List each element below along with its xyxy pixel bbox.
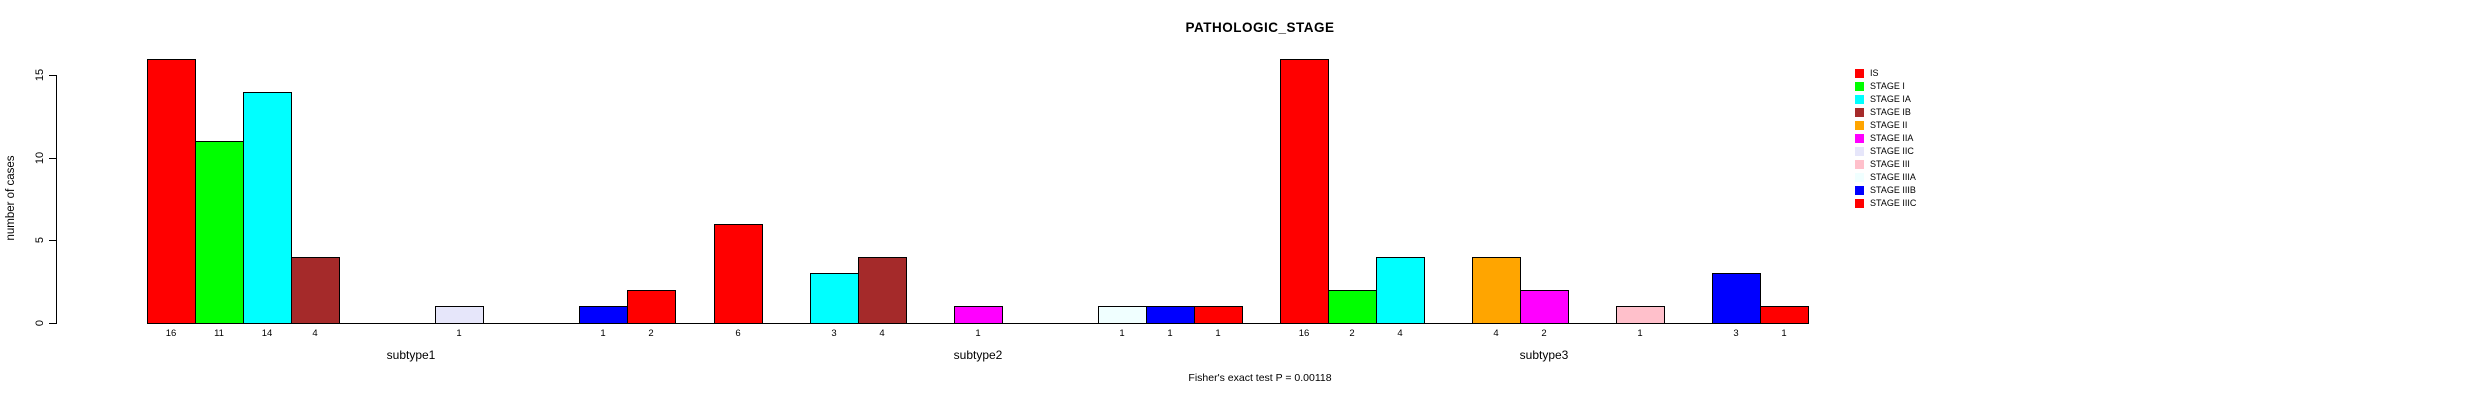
legend-label: STAGE IIIB (1870, 185, 1916, 195)
legend-label: STAGE IIA (1870, 133, 1914, 143)
legend-item-stage-ia: STAGE IA (1855, 93, 1916, 106)
legend-item-stage-ib: STAGE IB (1855, 106, 1916, 119)
y-tick-label: 10 (34, 151, 46, 164)
legend-label: STAGE IIIC (1870, 198, 1917, 208)
legend-item-stage-iia: STAGE IIA (1855, 132, 1916, 145)
bar-subtype3-stage-iii (1616, 306, 1665, 324)
bar-subtype1-stage-ia (243, 92, 292, 324)
legend-label: STAGE III (1870, 159, 1910, 169)
category-label-subtype3: subtype3 (1519, 348, 1569, 362)
y-axis-line (56, 75, 57, 324)
chart-title: PATHOLOGIC_STAGE (1185, 20, 1335, 35)
legend-label: STAGE I (1870, 81, 1905, 91)
y-tick-mark (49, 75, 56, 77)
bar-subtype2-stage-iiic (1194, 306, 1243, 324)
y-axis-title: number of cases (5, 155, 17, 241)
legend-item-stage-iiic: STAGE IIIC (1855, 197, 1916, 210)
legend-swatch (1855, 134, 1864, 143)
fisher-test-note: Fisher's exact test P = 0.00118 (1188, 372, 1332, 384)
legend-swatch (1855, 186, 1864, 195)
bar-subtype1-stage-i (195, 141, 244, 324)
bar-count-label: 6 (735, 328, 741, 339)
category-label-subtype2: subtype2 (953, 348, 1003, 362)
legend-label: STAGE IA (1870, 94, 1911, 104)
legend-swatch (1855, 199, 1864, 208)
bar-subtype2-stage-iia (954, 306, 1003, 324)
bar-count-label: 16 (1298, 328, 1310, 339)
bar-count-label: 3 (831, 328, 837, 339)
legend-swatch (1855, 108, 1864, 117)
legend-swatch (1855, 121, 1864, 130)
bar-count-label: 1 (1781, 328, 1787, 339)
bar-count-label: 2 (1541, 328, 1547, 339)
bar-subtype1-stage-iic (435, 306, 484, 324)
legend-label: STAGE IIC (1870, 146, 1914, 156)
y-tick-mark (49, 240, 56, 242)
legend-swatch (1855, 82, 1864, 91)
legend-swatch (1855, 147, 1864, 156)
bar-subtype1-is (147, 59, 196, 324)
bar-subtype1-stage-iiic (627, 290, 676, 324)
legend-item-stage-ii: STAGE II (1855, 119, 1916, 132)
legend-swatch (1855, 173, 1864, 182)
bar-subtype3-is (1280, 59, 1329, 324)
bar-count-label: 1 (600, 328, 606, 339)
legend-label: STAGE II (1870, 120, 1908, 130)
bar-subtype3-stage-i (1328, 290, 1377, 324)
bar-count-label: 14 (261, 328, 273, 339)
y-tick-label: 0 (34, 319, 46, 327)
bar-subtype2-is (714, 224, 763, 324)
bar-subtype2-stage-ib (858, 257, 907, 324)
legend-item-stage-iiib: STAGE IIIB (1855, 184, 1916, 197)
bar-count-label: 4 (1493, 328, 1499, 339)
y-tick-label: 5 (34, 237, 46, 244)
bar-subtype3-stage-ii (1472, 257, 1521, 324)
bar-subtype3-stage-iia (1520, 290, 1569, 324)
bar-count-label: 11 (214, 328, 224, 339)
legend-item-stage-iic: STAGE IIC (1855, 145, 1916, 158)
bar-count-label: 3 (1733, 328, 1739, 339)
bar-count-label: 1 (1215, 328, 1221, 339)
bar-subtype2-stage-iiib (1146, 306, 1195, 324)
legend-label: STAGE IB (1870, 107, 1911, 117)
y-tick-label: 15 (34, 68, 46, 82)
bar-count-label: 16 (165, 328, 177, 339)
bar-count-label: 2 (648, 328, 654, 339)
legend-item-stage-iiia: STAGE IIIA (1855, 171, 1916, 184)
bar-subtype2-stage-ia (810, 273, 859, 324)
bar-count-label: 1 (1167, 328, 1173, 339)
y-tick-mark (49, 323, 56, 324)
bar-count-label: 1 (456, 328, 462, 339)
legend-swatch (1855, 95, 1864, 104)
legend-swatch (1855, 160, 1864, 169)
category-label-subtype1: subtype1 (386, 348, 436, 362)
bar-subtype3-stage-iiib (1712, 273, 1761, 324)
legend-item-is: IS (1855, 67, 1916, 80)
y-tick-mark (49, 157, 56, 159)
legend-swatch (1855, 69, 1864, 78)
legend: IS STAGE I STAGE IA STAGE IB STAGE II STAGE I… (1855, 67, 1916, 210)
legend-label: STAGE IIIA (1870, 172, 1916, 182)
bar-count-label: 1 (975, 328, 981, 339)
bar-count-label: 1 (1637, 328, 1643, 339)
bar-count-label: 2 (1349, 328, 1355, 339)
bar-subtype2-stage-iiia (1098, 306, 1147, 324)
legend-label: IS (1870, 68, 1879, 78)
bar-count-label: 4 (312, 328, 318, 339)
bar-subtype3-stage-ia (1376, 257, 1425, 324)
legend-item-stage-i: STAGE I (1855, 80, 1916, 93)
bar-subtype1-stage-iiib (579, 306, 628, 324)
bar-count-label: 4 (879, 328, 885, 339)
bar-count-label: 1 (1119, 328, 1125, 339)
bar-subtype3-stage-iiic (1760, 306, 1809, 324)
legend-item-stage-iii: STAGE III (1855, 158, 1916, 171)
bar-count-label: 4 (1397, 328, 1403, 339)
bar-subtype1-stage-ib (291, 257, 340, 324)
